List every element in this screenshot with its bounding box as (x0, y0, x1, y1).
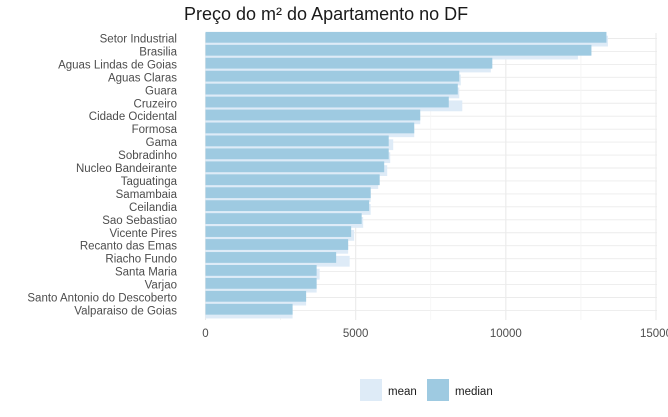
category-label: Gama (146, 137, 178, 149)
bar-median (205, 31, 607, 43)
bar-median (205, 174, 380, 186)
category-label: Taguatinga (121, 176, 178, 188)
category-label: Valparaiso de Goias (74, 305, 177, 317)
bar-median (205, 57, 493, 69)
bar-median (205, 135, 389, 147)
category-label: Varjao (145, 280, 177, 292)
bar-median (205, 161, 385, 173)
bar-median (205, 277, 317, 289)
bar-median (205, 187, 371, 199)
legend-label-mean: mean (388, 386, 417, 398)
x-tick-labels: 0 5000 10000 15000 (202, 328, 668, 340)
legend-label-median: median (455, 386, 493, 398)
bar-median (205, 200, 370, 212)
bars (205, 31, 608, 319)
bar-median (205, 96, 449, 108)
category-label: Santa Maria (115, 267, 178, 279)
category-label: Ceilandia (129, 202, 178, 214)
bar-median (205, 265, 317, 276)
x-tick-label: 5000 (343, 328, 369, 340)
category-label: Setor Industrial (100, 34, 177, 46)
bar-median (205, 44, 592, 56)
category-label: Cidade Ocidental (89, 111, 177, 123)
bar-median (205, 70, 460, 82)
x-tick-label: 0 (202, 328, 208, 340)
category-label: Aguas Lindas de Goias (58, 59, 177, 71)
legend-key-median (427, 379, 449, 401)
bar-median (205, 122, 415, 134)
category-label: Nucleo Bandeirante (76, 163, 177, 175)
category-label: Recanto das Emas (80, 241, 177, 253)
category-label: Guara (145, 85, 178, 97)
bar-median (205, 83, 458, 95)
legend: mean median (360, 379, 493, 401)
bar-median (205, 226, 352, 237)
category-label: Sao Sebastiao (102, 215, 177, 227)
category-label: Aguas Claras (108, 72, 177, 84)
category-label: Cruzeiro (134, 98, 177, 110)
category-label: Riacho Fundo (105, 254, 177, 266)
chart-title: Preço do m² do Apartamento no DF (184, 4, 468, 24)
category-label: Formosa (132, 124, 178, 136)
bar-median (205, 252, 337, 263)
bar-median (205, 290, 307, 302)
bar-median (205, 109, 421, 121)
category-label: Samambaia (116, 189, 178, 201)
bar-median (205, 239, 349, 250)
x-tick-label: 15000 (640, 328, 668, 340)
bar-median (205, 148, 389, 160)
legend-key-mean (360, 379, 382, 401)
x-tick-label: 10000 (490, 328, 522, 340)
category-label: Santo Antonio do Descoberto (27, 293, 177, 305)
category-label: Brasilia (139, 46, 177, 58)
category-label: Vicente Pires (109, 228, 177, 240)
bar-median (205, 213, 362, 224)
bar-median (205, 303, 293, 315)
category-label: Sobradinho (118, 150, 177, 162)
